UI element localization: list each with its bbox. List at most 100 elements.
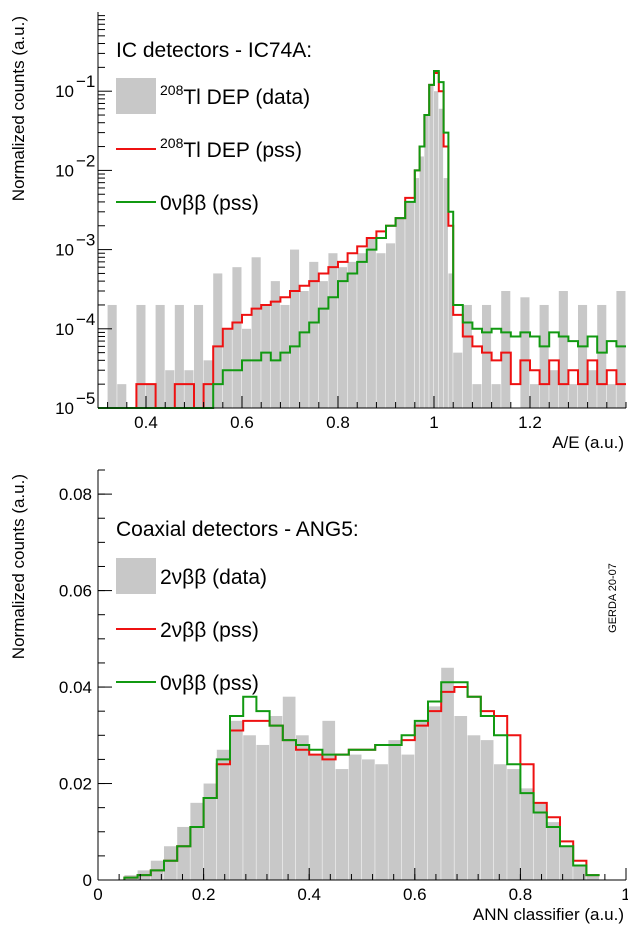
y-tick-label: 10 — [55, 320, 74, 339]
data-bar — [362, 759, 375, 880]
x-tick-label: 0.4 — [297, 885, 321, 904]
panel-title: IC detectors - IC74A: — [116, 39, 312, 62]
data-bar — [177, 826, 190, 880]
data-bar — [322, 720, 336, 880]
data-bar — [560, 846, 573, 880]
data-bar — [453, 352, 463, 408]
data-bar — [347, 261, 357, 408]
y-tick-label: 0.06 — [59, 582, 92, 601]
series-0 — [107, 84, 626, 409]
data-bar — [375, 764, 388, 880]
y-tick-label: 10 — [55, 399, 74, 418]
series-line — [98, 71, 626, 409]
data-bar — [501, 291, 511, 408]
data-bar — [428, 706, 441, 880]
y-tick-label: 10 — [55, 82, 74, 101]
y-axis-title: Normalized counts (a.u.) — [9, 474, 28, 659]
data-bar — [448, 273, 453, 408]
legend-label: 0νββ (pss) — [160, 192, 259, 215]
data-bar — [480, 740, 494, 880]
data-bar — [290, 249, 300, 408]
data-bar — [587, 370, 597, 408]
data-bar — [494, 764, 507, 880]
y-tick-exponent: −4 — [76, 310, 95, 329]
data-bar — [558, 291, 568, 408]
data-bar — [434, 91, 439, 408]
y-tick-label: 0.02 — [59, 775, 92, 794]
data-bar — [568, 384, 578, 408]
x-tick-label: 1 — [621, 885, 628, 904]
data-bar — [578, 304, 588, 408]
data-bar — [251, 257, 261, 408]
data-bar — [424, 115, 429, 409]
data-bar — [299, 291, 309, 408]
data-bar — [242, 328, 252, 408]
data-bar — [606, 384, 616, 408]
data-bar — [309, 754, 322, 880]
data-bar — [243, 735, 256, 880]
panel-title: Coaxial detectors - ANG5: — [116, 518, 359, 541]
data-bar — [348, 754, 362, 880]
data-bar — [309, 261, 319, 408]
data-bar — [328, 253, 338, 408]
data-bar — [366, 238, 376, 408]
data-bar — [467, 735, 481, 880]
legend-swatch — [116, 558, 156, 594]
data-bar — [222, 328, 232, 408]
data-bar — [165, 370, 175, 408]
y-tick-exponent: −5 — [76, 389, 95, 408]
data-bar — [261, 304, 271, 408]
x-tick-label: 0.4 — [134, 413, 158, 432]
legend-label: 208Tl DEP (pss) — [160, 135, 302, 162]
legend-label: 2νββ (pss) — [160, 619, 259, 642]
data-bar — [491, 384, 501, 408]
series-1 — [98, 71, 626, 409]
x-tick-label: 1.2 — [518, 413, 542, 432]
y-tick-label: 0 — [83, 871, 92, 890]
gerda-annotation: GERDA 20-07 — [607, 563, 619, 633]
series-2 — [123, 681, 600, 880]
data-bar — [190, 802, 204, 880]
x-tick-label: 0.6 — [230, 413, 254, 432]
legend-label: 2νββ (data) — [160, 566, 267, 589]
data-bar — [194, 304, 204, 408]
data-bar — [282, 696, 296, 880]
data-bar — [419, 156, 424, 408]
y-tick-exponent: −2 — [76, 151, 95, 170]
y-tick-label: 10 — [55, 241, 74, 260]
data-bar — [213, 273, 223, 408]
series-2 — [98, 69, 626, 409]
y-tick-label: 10 — [55, 161, 74, 180]
data-bar — [136, 304, 146, 408]
x-tick-label: 1 — [429, 413, 438, 432]
data-bar — [269, 716, 283, 880]
data-bar — [395, 218, 405, 408]
data-bar — [232, 267, 242, 408]
data-bar — [146, 384, 156, 408]
data-bar — [388, 740, 402, 880]
data-bar — [443, 178, 448, 408]
panel-bottom-ann: 0 0.2 0.4 0.6 0.8 1 0 0.02 0.04 0.06 0.08 ANN class… — [9, 469, 628, 924]
data-bar — [376, 253, 386, 408]
data-bar — [338, 267, 348, 408]
series-line — [123, 681, 600, 880]
series-line — [98, 69, 626, 409]
data-bar — [270, 281, 280, 408]
data-bar — [203, 783, 217, 880]
data-bar — [174, 304, 184, 408]
data-bar — [318, 281, 328, 408]
data-bar — [386, 243, 396, 408]
data-bar — [184, 370, 194, 408]
data-bar — [616, 291, 626, 408]
data-bar — [520, 297, 530, 408]
data-bar — [216, 749, 230, 880]
y-tick-exponent: −1 — [76, 72, 95, 91]
data-bar — [155, 304, 165, 408]
data-bar — [507, 769, 520, 880]
series-0 — [124, 667, 600, 880]
x-tick-label: 0.2 — [192, 885, 216, 904]
data-bar — [533, 802, 547, 880]
data-bar — [462, 304, 472, 408]
y-axis-title: Normalized counts (a.u.) — [9, 16, 28, 201]
